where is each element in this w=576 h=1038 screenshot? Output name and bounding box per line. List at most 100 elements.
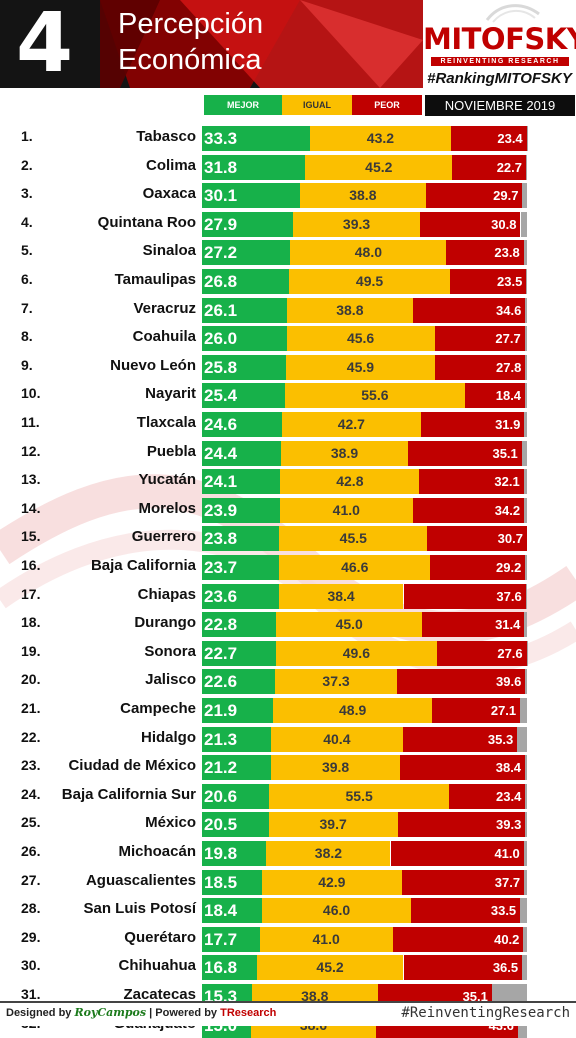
bar-igual: 37.3 [275,669,396,694]
rank-label: 31. [21,986,40,1002]
state-label: Campeche [120,700,196,717]
bar-igual: 43.2 [310,126,450,151]
bar-mejor: 18.5 [202,870,262,895]
bar-igual: 45.6 [287,326,435,351]
state-label: Baja California Sur [62,786,196,803]
bar-igual: 38.4 [279,584,404,609]
bar-igual: 45.2 [305,155,452,180]
bar-mejor: 25.8 [202,355,286,380]
brand-block: MITOFSKY REINVENTING RESEARCH #RankingMI… [423,0,576,92]
rank-label: 13. [21,471,40,487]
bar-mejor: 26.0 [202,326,287,351]
state-label: Yucatán [138,471,196,488]
state-label: Sonora [144,643,196,660]
bar-remainder [525,784,527,809]
powered-by-label: | Powered by [149,1007,217,1019]
state-label: Puebla [147,443,196,460]
bar-remainder [525,298,527,323]
bar-remainder [524,612,527,637]
rank-label: 17. [21,586,40,602]
rank-label: 19. [21,643,40,659]
bar-peor: 23.4 [451,126,527,151]
bar-mejor: 17.7 [202,927,260,952]
bar-mejor: 23.6 [202,584,279,609]
bar-igual: 42.7 [282,412,421,437]
bar-peor: 39.6 [397,669,526,694]
bar-mejor: 16.8 [202,955,257,980]
bar-remainder [521,212,528,237]
rank-label: 30. [21,957,40,973]
bar-peor: 31.9 [421,412,525,437]
rank-label: 18. [21,614,40,630]
bar-remainder [525,355,527,380]
rank-label: 24. [21,786,40,802]
rank-label: 4. [21,214,33,230]
state-label: Chihuahua [119,957,197,974]
state-label: Oaxaca [143,185,196,202]
state-label: Aguascalientes [86,872,196,889]
rank-label: 16. [21,557,40,573]
state-label: Querétaro [124,929,196,946]
bar-igual: 48.9 [273,698,432,723]
bar-mejor: 21.2 [202,755,271,780]
bar-remainder [524,412,527,437]
rank-label: 11. [21,414,40,430]
rank-label: 15. [21,528,40,544]
bar-mejor: 26.1 [202,298,287,323]
bar-remainder [522,183,527,208]
bar-mejor: 33.3 [202,126,310,151]
bar-igual: 42.9 [262,870,401,895]
bar-igual: 41.0 [280,498,413,523]
credits: Designed by RoyCampos | Powered by TRese… [6,1006,276,1019]
bar-remainder [524,498,527,523]
footer: Designed by RoyCampos | Powered by TRese… [0,1001,576,1026]
brand-tagline: REINVENTING RESEARCH [431,57,569,66]
bar-remainder [524,870,527,895]
bar-remainder [520,698,527,723]
bar-peor: 27.7 [435,326,525,351]
bar-peor: 35.3 [403,727,518,752]
designer-name: RoyCampos [74,1006,146,1019]
bar-peor: 30.8 [420,212,520,237]
bar-mejor: 18.4 [202,898,262,923]
footer-hashtag: #ReinventingResearch [401,1005,570,1021]
bar-remainder [526,269,527,294]
state-label: Tamaulipas [115,271,196,288]
state-label: Michoacán [118,843,196,860]
legend-mejor: MEJOR [204,95,282,115]
rank-label: 3. [21,185,33,201]
bar-mejor: 27.9 [202,212,293,237]
bar-igual: 38.9 [281,441,407,466]
bar-igual: 49.6 [276,641,437,666]
bar-remainder [520,898,527,923]
rank-label: 2. [21,157,33,173]
state-label: México [145,814,196,831]
bar-igual: 45.9 [286,355,435,380]
state-label: Sinaloa [143,242,196,259]
bar-mejor: 30.1 [202,183,300,208]
state-label: Hidalgo [141,729,196,746]
rank-label: 29. [21,929,40,945]
bar-igual: 40.4 [271,727,402,752]
bar-peor: 27.8 [435,355,525,380]
bar-remainder [524,240,527,265]
bar-igual: 39.3 [293,212,421,237]
bar-igual: 55.6 [285,383,466,408]
bar-peor: 22.7 [452,155,526,180]
rank-label: 5. [21,242,33,258]
rank-label: 10. [21,385,40,401]
bar-igual: 45.2 [257,955,404,980]
